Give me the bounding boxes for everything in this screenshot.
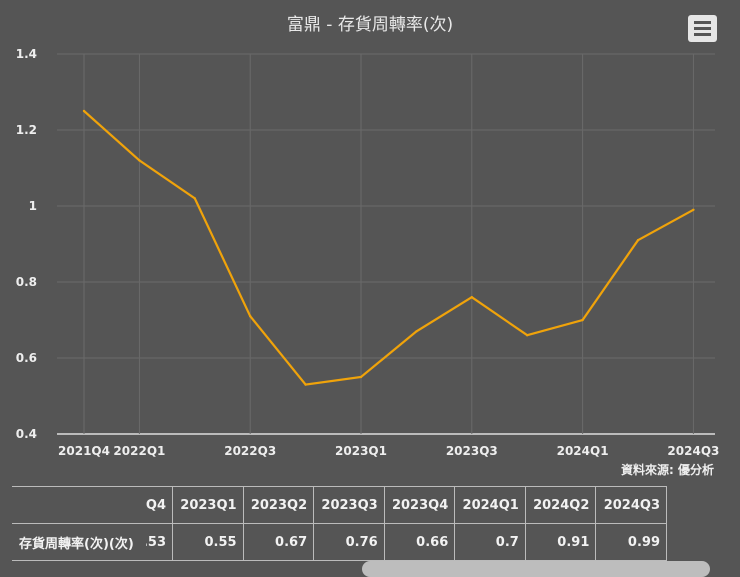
data-point bbox=[304, 383, 307, 386]
data-point bbox=[526, 334, 529, 337]
column-header: 2023Q1 bbox=[172, 486, 244, 524]
data-point bbox=[138, 159, 141, 162]
column-header: 2023Q4 bbox=[383, 486, 456, 524]
table-cell: 0.7 bbox=[454, 523, 526, 561]
hamburger-menu-icon[interactable] bbox=[688, 15, 717, 42]
data-point bbox=[359, 375, 363, 379]
table-cell: 0.76 bbox=[313, 523, 385, 561]
column-header: 2023Q3 bbox=[313, 486, 385, 524]
column-header: 2024Q2 bbox=[524, 486, 597, 524]
table-scrollbar[interactable] bbox=[362, 561, 710, 577]
x-tick-label: 2023Q3 bbox=[446, 444, 498, 458]
table-cell: 0.67 bbox=[242, 523, 315, 561]
data-table: 2022Q42023Q12023Q22023Q32023Q42024Q12024… bbox=[12, 486, 667, 561]
data-point bbox=[249, 315, 252, 318]
data-source: 資料來源: 優分析 bbox=[621, 463, 714, 477]
table-cell: 0.99 bbox=[595, 523, 667, 561]
y-tick-label: 0.6 bbox=[16, 351, 37, 365]
data-point bbox=[82, 109, 86, 113]
table-cell: 0.55 bbox=[172, 523, 244, 561]
data-point bbox=[636, 239, 640, 242]
chart-title: 富鼎 - 存貨周轉率(次) bbox=[286, 15, 454, 35]
data-point bbox=[415, 330, 418, 333]
y-tick-label: 0.4 bbox=[16, 427, 37, 441]
x-tick-label: 2024Q1 bbox=[557, 444, 609, 458]
data-point bbox=[193, 197, 196, 200]
y-tick-label: 1.2 bbox=[16, 123, 37, 137]
y-tick-label: 1 bbox=[29, 199, 37, 213]
y-tick-label: 0.8 bbox=[16, 275, 37, 289]
data-point bbox=[692, 208, 695, 211]
column-header: 2024Q3 bbox=[595, 486, 667, 524]
x-tick-label: 2023Q1 bbox=[335, 444, 387, 458]
table-cell: 0.91 bbox=[524, 523, 597, 561]
data-table-scroll: 2022Q42023Q12023Q22023Q32023Q42024Q12024… bbox=[12, 486, 712, 562]
x-tick-label: 2022Q3 bbox=[224, 444, 276, 458]
x-tick-label: 2022Q1 bbox=[113, 444, 165, 458]
column-header: 2024Q1 bbox=[454, 486, 526, 524]
table-header-row: 2022Q42023Q12023Q22023Q32023Q42024Q12024… bbox=[12, 486, 667, 524]
data-point bbox=[581, 318, 584, 322]
x-tick-label: 2024Q3 bbox=[667, 444, 719, 458]
data-point bbox=[470, 296, 473, 299]
y-tick-label: 1.4 bbox=[16, 47, 37, 61]
column-header: 2023Q2 bbox=[242, 486, 315, 524]
table-row: 存貨周轉率(次)(次) 0.53 0.55 0.67 0.76 0.66 0.7 0.91 0.… bbox=[12, 523, 667, 561]
x-tick-label: 2021Q4 bbox=[58, 444, 110, 458]
row-label: 存貨周轉率(次)(次) bbox=[12, 523, 148, 561]
line-chart: 0.4 0.6 0.8 1 1.2 1.4 2021Q4 2022Q1 2022Q3 2023Q1… bbox=[16, 47, 720, 458]
table-corner bbox=[12, 486, 148, 524]
table-cell: 0.66 bbox=[383, 523, 456, 561]
series-line bbox=[83, 110, 694, 386]
